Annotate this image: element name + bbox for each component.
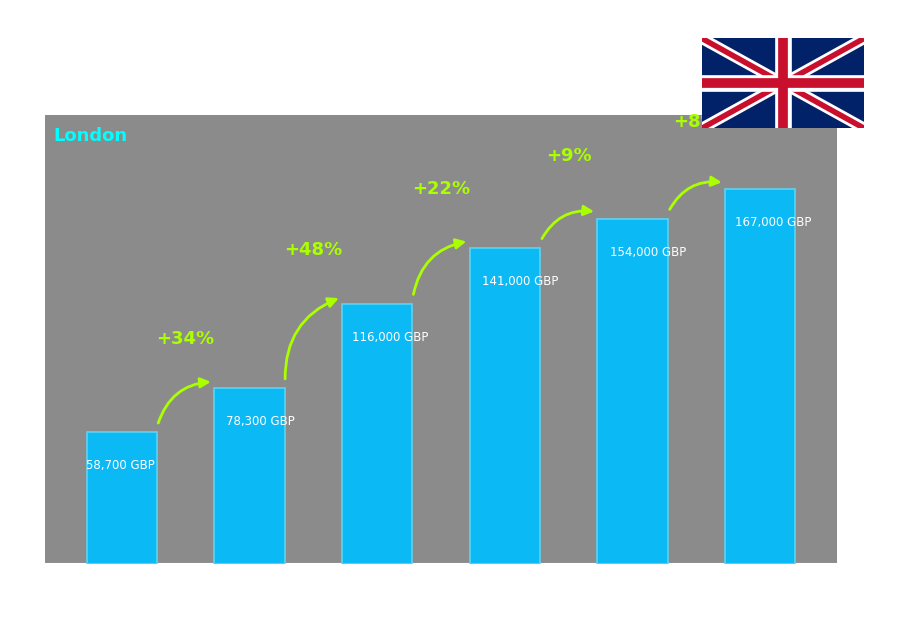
Text: 78,300 GBP: 78,300 GBP [227, 415, 295, 428]
Text: +34%: +34% [157, 330, 214, 348]
Text: 58,700 GBP: 58,700 GBP [86, 460, 155, 472]
Text: salaryexplorer.com: salaryexplorer.com [377, 620, 523, 635]
Bar [342, 304, 412, 564]
Bar [214, 388, 284, 564]
Text: Purchaser: Purchaser [53, 97, 142, 115]
Text: +48%: +48% [284, 241, 342, 259]
Bar [725, 189, 796, 564]
Text: 167,000 GBP: 167,000 GBP [734, 216, 811, 229]
Text: +8%: +8% [673, 113, 719, 131]
Bar [598, 219, 668, 564]
Text: London: London [53, 127, 127, 145]
Bar [86, 433, 157, 564]
Text: 154,000 GBP: 154,000 GBP [609, 246, 686, 258]
Text: 141,000 GBP: 141,000 GBP [482, 274, 558, 288]
Text: +22%: +22% [412, 180, 470, 198]
Text: 116,000 GBP: 116,000 GBP [352, 331, 428, 344]
Bar [470, 247, 540, 564]
Text: salary: salary [424, 620, 476, 635]
Text: Salary Comparison By Experience: Salary Comparison By Experience [53, 57, 629, 86]
Text: Average Yearly Salary: Average Yearly Salary [853, 279, 863, 401]
Text: +9%: +9% [546, 147, 591, 165]
